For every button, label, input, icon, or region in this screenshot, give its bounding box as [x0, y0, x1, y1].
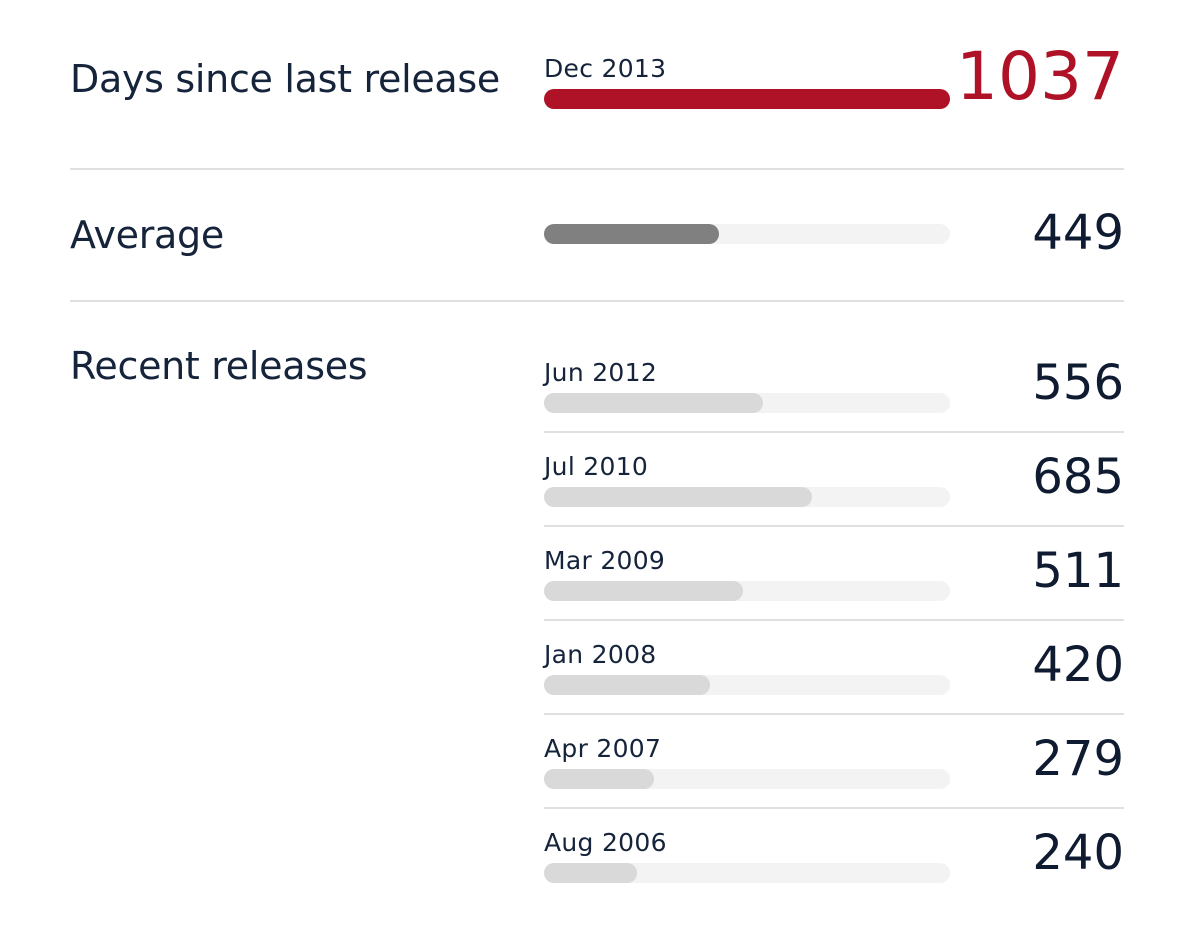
release-date: Aug 2006 — [544, 828, 667, 857]
release-days-value: 556 — [1032, 355, 1124, 411]
release-bar-fill — [544, 675, 711, 695]
release-days-value: 240 — [1032, 825, 1124, 881]
release-row-divider — [544, 807, 1124, 809]
current-bar-fill — [544, 89, 950, 109]
divider-2 — [70, 300, 1124, 302]
average-bar-track — [544, 224, 950, 244]
release-bar-fill — [544, 393, 764, 413]
release-days-value: 420 — [1032, 637, 1124, 693]
release-row: Jan 2008 420 — [544, 621, 1124, 715]
current-days-value: 1037 — [956, 38, 1124, 115]
release-days-value: 685 — [1032, 449, 1124, 505]
recent-section: Recent releases Jun 2012 556 Jul 2010 685 Ma… — [70, 302, 1124, 902]
release-bar-track — [544, 393, 950, 413]
release-row: Mar 2009 511 — [544, 527, 1124, 621]
release-bar-track — [544, 863, 950, 883]
current-date: Dec 2013 — [544, 54, 667, 83]
release-bar-fill — [544, 769, 654, 789]
release-row: Jun 2012 556 — [544, 339, 1124, 433]
current-section: Days since last release Dec 2013 1037 — [70, 0, 1124, 168]
average-title: Average — [70, 213, 224, 257]
release-row-divider — [544, 431, 1124, 433]
divider-1 — [70, 168, 1124, 170]
release-days-value: 511 — [1032, 543, 1124, 599]
release-bar-track — [544, 487, 950, 507]
current-title: Days since last release — [70, 57, 500, 101]
release-row-divider — [544, 525, 1124, 527]
release-date: Apr 2007 — [544, 734, 662, 763]
average-bar-fill — [544, 224, 719, 244]
release-bar-track — [544, 769, 950, 789]
release-date: Jul 2010 — [544, 452, 649, 481]
release-date: Jun 2012 — [544, 358, 658, 387]
release-bar-fill — [544, 581, 743, 601]
current-bar-track — [544, 89, 950, 109]
release-row: Aug 2006 240 — [544, 809, 1124, 903]
release-row: Jul 2010 685 — [544, 433, 1124, 527]
release-row-divider — [544, 619, 1124, 621]
release-date: Jan 2008 — [544, 640, 657, 669]
release-bar-track — [544, 675, 950, 695]
release-days-value: 279 — [1032, 731, 1124, 787]
release-row: Apr 2007 279 — [544, 715, 1124, 809]
release-date: Mar 2009 — [544, 546, 666, 575]
recent-title: Recent releases — [70, 344, 368, 388]
release-bar-fill — [544, 863, 638, 883]
release-bar-fill — [544, 487, 812, 507]
average-days-value: 449 — [1032, 205, 1124, 261]
release-row-divider — [544, 713, 1124, 715]
average-section: Average 449 — [70, 170, 1124, 300]
release-bar-track — [544, 581, 950, 601]
